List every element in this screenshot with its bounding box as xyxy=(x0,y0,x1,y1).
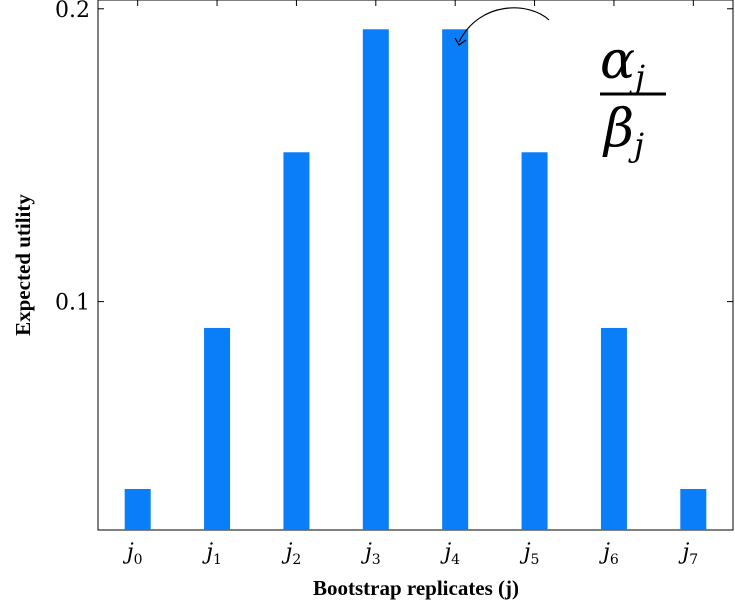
annotation-denominator: βj xyxy=(602,99,644,164)
x-tick-label-j3: j3 xyxy=(360,540,381,568)
bar-j7 xyxy=(680,489,707,530)
y-tick-label-0.1: 0.1 xyxy=(55,291,90,316)
bar-j5 xyxy=(521,152,548,530)
fraction-annotation: αj βj xyxy=(454,7,666,164)
y-tick-label-0.2: 0.2 xyxy=(55,0,90,23)
annotation-arrowhead xyxy=(454,37,467,46)
plot-frame xyxy=(97,0,734,531)
bar-j0 xyxy=(124,489,151,530)
x-axis-title: Bootstrap replicates (j) xyxy=(313,576,519,600)
x-tick-label-j0: j0 xyxy=(122,540,143,568)
x-tick-label-j2: j2 xyxy=(281,540,302,568)
x-tick-label-j4: j4 xyxy=(439,540,460,568)
x-tick-label-j1: j1 xyxy=(201,540,222,568)
annotation-numerator: αj xyxy=(600,31,645,96)
bar-j1 xyxy=(204,327,231,530)
x-tick-label-j6: j6 xyxy=(598,540,619,568)
x-tick-label-j7: j7 xyxy=(677,540,698,568)
bar-j4 xyxy=(442,29,469,530)
y-axis-title: Expected utility xyxy=(11,194,35,336)
bar-j6 xyxy=(600,327,627,530)
bar-j3 xyxy=(362,29,389,530)
bar-j2 xyxy=(283,152,310,530)
annotation-arrow xyxy=(458,7,550,43)
bars-group xyxy=(124,29,707,530)
y-tick-marks xyxy=(98,8,733,303)
y-tick-labels: 0.1 0.2 xyxy=(55,0,90,316)
x-category-labels: j0 j1 j2 j3 j4 j5 j6 j7 xyxy=(122,540,698,568)
x-tick-label-j5: j5 xyxy=(519,540,540,568)
